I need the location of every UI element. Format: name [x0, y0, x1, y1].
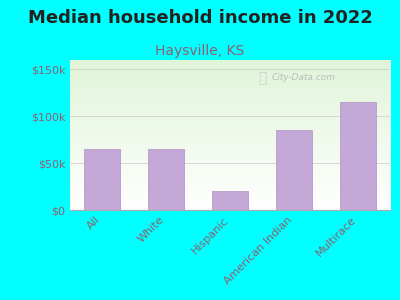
- Bar: [84, 149, 120, 210]
- Text: Median household income in 2022: Median household income in 2022: [28, 9, 372, 27]
- Text: ⦿: ⦿: [258, 71, 266, 85]
- Text: Haysville, KS: Haysville, KS: [155, 44, 245, 58]
- Bar: [276, 130, 312, 210]
- Text: City-Data.com: City-Data.com: [272, 74, 336, 82]
- Bar: [212, 191, 248, 210]
- Bar: [340, 102, 376, 210]
- Bar: [148, 149, 184, 210]
